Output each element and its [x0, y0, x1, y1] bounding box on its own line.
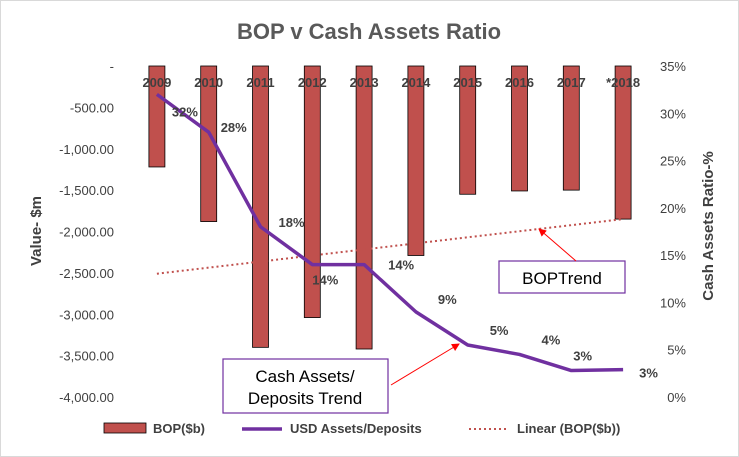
category-label-2015: 2015 [453, 75, 482, 90]
category-label-2014: 2014 [401, 75, 431, 90]
bar-2009 [148, 65, 166, 168]
ratio-data-labels: 32% 28% 18% 14% 14% 9% 5% 4% 3% 3% [172, 104, 658, 380]
cash-assets-callout-line-1: Cash Assets/ [255, 367, 354, 386]
data-label-2009: 32% [172, 104, 198, 119]
y-tick-label: -2,000.00 [59, 225, 114, 240]
bop-trend-callout-text: BOPTrend [522, 269, 602, 288]
chart-title: BOP v Cash Assets Ratio [237, 19, 501, 44]
cash-assets-callout-box [222, 358, 389, 414]
y2-tick-label: 10% [660, 295, 686, 310]
category-label-2012: 2012 [298, 75, 327, 90]
category-label-2011: 2011 [246, 75, 274, 90]
category-label-*2018: *2018 [606, 75, 640, 90]
data-label-2013: 14% [388, 258, 414, 273]
y2-tick-label: 15% [660, 248, 686, 263]
category-label-2009: 2009 [142, 75, 171, 90]
bop-trendline [156, 218, 624, 275]
y2-tick-label: 25% [660, 154, 686, 169]
y-tick-label: -4,000.00 [59, 390, 114, 405]
data-label-2016: 4% [542, 332, 561, 347]
y-tick-label: -2,500.00 [59, 266, 114, 281]
category-label-2013: 2013 [350, 75, 379, 90]
bar-2013 [355, 65, 373, 350]
y-axis-label: Value- $m [28, 196, 45, 266]
bar-2014 [407, 65, 425, 256]
y-tick-label: -3,500.00 [59, 349, 114, 364]
bop-trend-callout-box [498, 260, 626, 294]
usd-assets-deposits-line [155, 92, 624, 373]
ratio-line [155, 92, 624, 373]
cash-assets-arrow [390, 343, 460, 386]
legend-label-trend: Linear (BOP($b)) [517, 421, 620, 436]
bar-2011 [252, 65, 269, 348]
y2-tick-label: 5% [667, 343, 686, 358]
legend-swatch-bop [103, 422, 147, 434]
data-label-*2018: 3% [639, 366, 658, 381]
y2-tick-labels: 0% 5% 10% 15% 20% 25% 30% 35% [660, 59, 686, 405]
cash-assets-callout-line-2: Deposits Trend [248, 389, 362, 408]
data-label-2012: 14% [312, 273, 338, 288]
category-label-2010: 2010 [194, 75, 223, 90]
legend: BOP($b) USD Assets/Deposits Linear (BOP($b… [103, 421, 620, 436]
legend-label-bop: BOP($b) [153, 421, 205, 436]
y2-tick-label: 20% [660, 201, 686, 216]
category-labels: 2009 2010 2011 2012 2013 2014 2015 2016 2017 *201… [142, 75, 640, 90]
data-label-2011: 18% [279, 215, 305, 230]
y-tick-label: - [110, 59, 114, 74]
category-label-2016: 2016 [505, 75, 534, 90]
y-tick-label: -1,000.00 [59, 142, 114, 157]
category-label-2017: 2017 [557, 75, 586, 90]
annotations: BOPTrend Cash Assets/Deposits Trend [222, 228, 626, 414]
bar-2015 [459, 65, 477, 195]
y-tick-label: -1,500.00 [59, 183, 114, 198]
y2-tick-label: 0% [667, 390, 686, 405]
y-tick-label: -500.00 [70, 100, 114, 115]
bar-2016 [511, 65, 528, 192]
y2-tick-label: 35% [660, 59, 686, 74]
trendline [156, 218, 624, 275]
y2-tick-label: 30% [660, 106, 686, 121]
legend-label-ratio: USD Assets/Deposits [290, 421, 422, 436]
bop-trend-arrow [538, 228, 577, 262]
bar-*2018 [614, 65, 632, 220]
bars [148, 65, 632, 350]
y2-axis-label: Cash Assets Ratio-% [700, 151, 717, 301]
data-label-2014: 9% [438, 292, 457, 307]
y-tick-label: -3,000.00 [59, 307, 114, 322]
bar-2017 [562, 65, 580, 191]
y-tick-labels: - -500.00 -1,000.00 -1,500.00 -2,000.00 -2,50… [59, 59, 114, 405]
data-label-2017: 3% [573, 349, 592, 364]
data-label-2015: 5% [490, 323, 509, 338]
data-label-2010: 28% [221, 120, 247, 135]
